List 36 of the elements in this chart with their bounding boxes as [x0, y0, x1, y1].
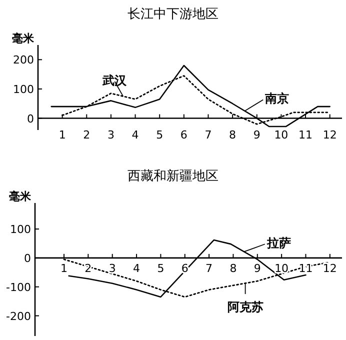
y-axis-title: 毫米 — [12, 32, 35, 45]
x-tick-label: 1 — [60, 262, 68, 275]
x-tick-label: 6 — [180, 128, 188, 142]
x-tick-label: 5 — [156, 128, 164, 142]
x-tick-label: 8 — [229, 128, 236, 142]
x-tick-label: 10 — [274, 262, 289, 275]
x-tick-label: 11 — [298, 128, 313, 142]
y-tick-label: 100 — [10, 223, 31, 236]
y-tick-label: 0 — [24, 252, 31, 265]
series-label: 武汉 — [102, 73, 128, 88]
x-tick-label: 4 — [132, 128, 139, 142]
x-tick-label: 10 — [274, 128, 288, 142]
y-tick-label: -200 — [6, 310, 31, 323]
x-tick-label: 2 — [83, 128, 90, 142]
legend-label: 南京 — [264, 92, 290, 106]
legend-label: 拉萨 — [266, 236, 291, 250]
x-tick-label: 3 — [107, 128, 114, 142]
x-tick-label: 5 — [157, 262, 164, 275]
x-tick-label: 9 — [254, 262, 261, 275]
y-tick-label: 0 — [27, 112, 34, 126]
x-tick-label: 7 — [206, 262, 213, 275]
x-tick-label: 3 — [108, 262, 116, 275]
chart-title: 西藏和新疆地区 — [128, 169, 218, 184]
x-tick-label: 4 — [133, 262, 140, 275]
x-tick-label: 12 — [322, 128, 337, 142]
x-tick-label: 9 — [253, 128, 260, 142]
y-axis-title: 毫米 — [9, 190, 32, 203]
y-tick-label: 100 — [13, 82, 34, 96]
x-tick-label: 7 — [204, 128, 212, 142]
x-tick-label: 12 — [322, 262, 337, 275]
x-tick-label: 8 — [230, 262, 237, 275]
y-tick-label: -100 — [6, 280, 31, 294]
x-tick-label: 1 — [58, 128, 66, 142]
y-tick-label: 200 — [13, 54, 34, 67]
series-label: 阿克苏 — [227, 300, 264, 314]
chart-title: 长江中下游地区 — [128, 7, 218, 22]
